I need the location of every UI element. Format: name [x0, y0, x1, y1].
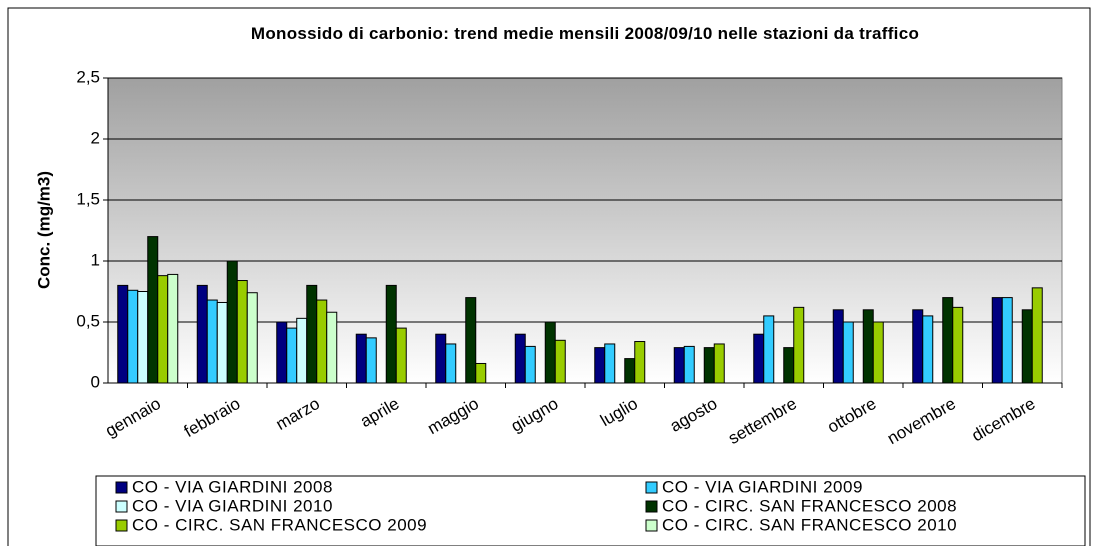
bar: [196, 284, 208, 384]
bar: [793, 306, 805, 384]
legend-swatch: [115, 519, 128, 532]
x-tick-label: gennaio: [102, 394, 164, 441]
legend-swatch: [115, 481, 128, 494]
bar: [554, 339, 566, 384]
bar: [942, 297, 954, 384]
bar: [862, 309, 874, 384]
x-tick-label: luglio: [597, 394, 641, 430]
x-tick-label: agosto: [667, 394, 721, 436]
bar: [604, 343, 616, 384]
bar: [514, 333, 526, 384]
bar: [147, 236, 159, 384]
bar: [912, 309, 924, 384]
bar: [286, 327, 298, 384]
legend: [95, 475, 1086, 546]
bar: [435, 333, 447, 384]
bar: [137, 291, 149, 384]
bar: [922, 315, 934, 384]
legend-swatch: [645, 481, 658, 494]
x-tick-label: settembre: [725, 394, 800, 448]
bar: [594, 347, 606, 384]
chart-title: Monossido di carbonio: trend medie mensi…: [250, 24, 920, 43]
legend-label: CO - CIRC. SAN FRANCESCO 2009: [132, 515, 427, 534]
x-tick-label: giugno: [508, 394, 562, 436]
bar: [316, 299, 328, 384]
bar: [226, 260, 238, 384]
x-tick-label: febbraio: [181, 394, 244, 441]
y-tick-label: 2,5: [76, 67, 100, 86]
bar: [872, 321, 884, 384]
bar: [365, 337, 377, 384]
bar: [216, 301, 228, 384]
bar: [832, 309, 844, 384]
x-tick-label: marzo: [273, 394, 323, 434]
bar: [306, 284, 318, 384]
bar: [713, 343, 725, 384]
bar: [991, 297, 1003, 384]
y-tick-label: 0: [91, 372, 100, 391]
legend-label: CO - CIRC. SAN FRANCESCO 2008: [662, 496, 957, 515]
y-axis-label: Conc. (mg/m3): [34, 171, 53, 289]
bar: [952, 306, 964, 384]
x-tick-label: maggio: [424, 394, 482, 438]
bar: [236, 280, 248, 384]
bar: [753, 333, 765, 384]
x-tick-label: ottobre: [824, 394, 879, 437]
bar: [683, 345, 695, 384]
legend-swatch: [115, 500, 128, 513]
bar: [634, 341, 646, 384]
y-tick-label: 2: [91, 128, 100, 147]
bar: [326, 311, 338, 384]
legend-swatch: [645, 500, 658, 513]
y-tick-label: 0,5: [76, 311, 100, 330]
bar: [673, 347, 685, 384]
y-tick-label: 1,5: [76, 189, 100, 208]
bar: [167, 273, 179, 384]
bar: [1001, 297, 1013, 384]
bar: [1021, 309, 1033, 384]
bar: [355, 333, 367, 384]
legend-swatch: [645, 519, 658, 532]
bar: [246, 292, 258, 384]
x-tick-label: aprile: [357, 394, 403, 431]
x-tick-label: dicembre: [968, 394, 1038, 445]
y-tick-label: 1: [91, 250, 100, 269]
bar: [127, 289, 139, 384]
bar: [445, 343, 457, 384]
legend-label: CO - CIRC. SAN FRANCESCO 2010: [662, 515, 957, 534]
bar: [524, 345, 536, 384]
bar: [703, 347, 715, 384]
bar: [296, 317, 308, 384]
bar: [385, 284, 397, 384]
bar: [157, 275, 169, 384]
bar: [1031, 287, 1043, 384]
bar: [842, 321, 854, 384]
bar: [206, 299, 218, 384]
legend-label: CO - VIA GIARDINI 2009: [662, 477, 863, 496]
bar: [475, 362, 487, 384]
chart-frame: [7, 7, 1091, 546]
bar: [544, 321, 556, 384]
bar: [117, 284, 129, 384]
bar: [395, 327, 407, 384]
legend-label: CO - VIA GIARDINI 2008: [132, 477, 333, 496]
bar: [763, 315, 775, 384]
bar: [465, 297, 477, 384]
legend-label: CO - VIA GIARDINI 2010: [132, 496, 333, 515]
bar: [783, 347, 795, 384]
x-tick-label: novembre: [884, 394, 959, 448]
bar: [276, 321, 288, 384]
bar: [624, 358, 636, 384]
